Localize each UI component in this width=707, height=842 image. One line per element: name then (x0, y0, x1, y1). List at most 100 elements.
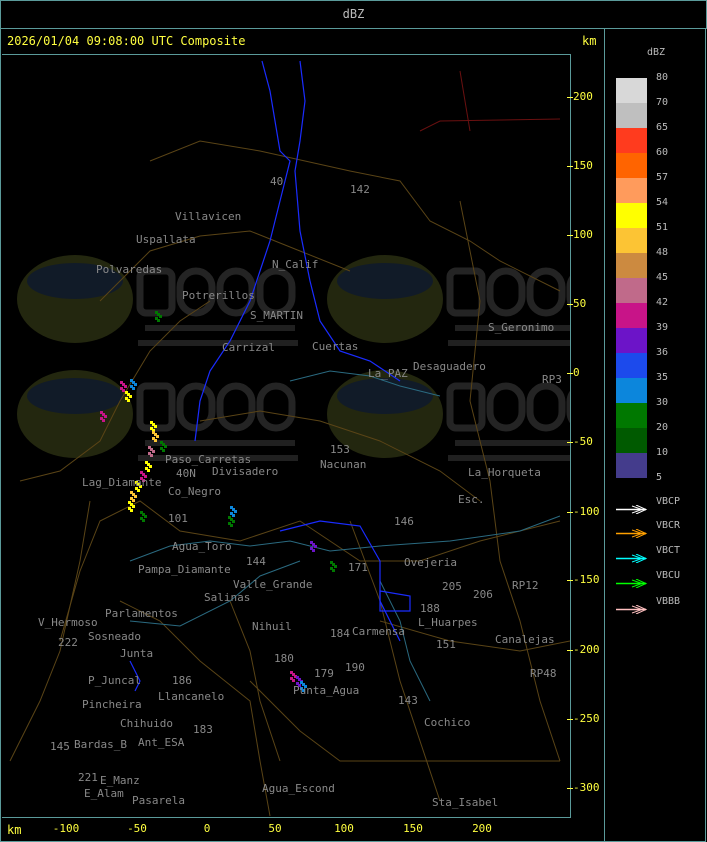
radar-contour (194, 60, 291, 442)
place-label: Agua_Escond (262, 782, 335, 795)
radar-echo (102, 413, 105, 416)
radar-echo (122, 389, 125, 392)
place-label: Nacunan (320, 458, 367, 471)
radar-echo (155, 317, 158, 320)
radar-echo (162, 449, 165, 452)
radar-echo (154, 425, 157, 428)
radar-echo (157, 313, 160, 316)
place-label: 190 (345, 661, 365, 674)
dacc-logo-watermark (17, 255, 298, 346)
x-tick-label: 150 (403, 822, 423, 835)
radar-echo (152, 450, 155, 453)
legend-color-swatch (616, 403, 647, 428)
radar-echo (304, 685, 307, 688)
place-label: Paso_Carretas (165, 453, 252, 466)
road-line (59, 500, 561, 642)
road-line (149, 140, 561, 292)
legend-title: dBZ (647, 47, 666, 58)
place-label: Chihuido (120, 717, 173, 730)
legend-value-label: 80 (656, 72, 669, 83)
dacc-logo-watermark (327, 370, 570, 461)
legend-value-label: 39 (656, 322, 669, 333)
place-label: 145 (50, 740, 70, 753)
dacc-logo-watermark (17, 370, 298, 461)
radar-echo (150, 448, 153, 451)
radar-echo (130, 503, 133, 506)
legend-color-swatch (616, 103, 647, 128)
legend-value-label: 10 (656, 447, 669, 458)
radar-echo (142, 479, 145, 482)
place-label: 221 (78, 771, 98, 784)
radar-echo (132, 505, 135, 508)
radar-echo (148, 446, 151, 449)
radar-echo (152, 423, 155, 426)
radar-map[interactable] (2, 54, 571, 818)
legend-value-label: 54 (656, 197, 669, 208)
radar-echo (292, 679, 295, 682)
road-line (459, 200, 561, 762)
legend-value-label: 30 (656, 397, 669, 408)
place-label: 205 (442, 580, 462, 593)
place-label: Canalejas (495, 633, 555, 646)
place-label: Divisadero (212, 465, 279, 478)
radar-echo (152, 437, 155, 440)
legend-color-swatch (616, 78, 647, 103)
radar-echo (137, 483, 140, 486)
road-line (19, 300, 211, 482)
radar-echo (122, 383, 125, 386)
legend-value-label: 5 (656, 472, 663, 483)
place-label: Sosneado (88, 630, 141, 643)
radar-echo (160, 447, 163, 450)
radar-timestamp-title: 2026/01/04 09:08:00 UTC Composite (7, 34, 246, 48)
legend-color-swatch (616, 378, 647, 403)
place-label: 222 (58, 636, 78, 649)
radar-echo (120, 387, 123, 390)
wind-arrow-icon (616, 599, 648, 615)
place-label: La_PAZ (368, 367, 408, 380)
road-line (9, 500, 91, 762)
radar-echo (230, 512, 233, 515)
place-label: Sta_Isabel (432, 796, 499, 809)
place-label: 180 (274, 652, 294, 665)
wind-arrow-icon (616, 499, 648, 515)
place-label: 188 (420, 602, 440, 615)
top-bar: dBZ (0, 0, 707, 29)
place-label: Bardas_B (74, 738, 127, 751)
y-tick-mark (567, 512, 573, 513)
radar-echo (230, 518, 233, 521)
legend-value-label: 45 (656, 272, 669, 283)
radar-echo (334, 565, 337, 568)
radar-echo (145, 461, 148, 464)
legend-value-label: 51 (656, 222, 669, 233)
dacc-logo-watermark (327, 255, 570, 346)
radar-echo (135, 487, 138, 490)
radar-echo (132, 499, 135, 502)
place-label: Nihuil (252, 620, 292, 633)
place-label: Cuertas (312, 340, 359, 353)
y-tick-mark (567, 166, 573, 167)
legend-color-swatch (616, 278, 647, 303)
border-line (419, 70, 561, 132)
legend-value-label: 36 (656, 347, 669, 358)
place-label: Desaguadero (413, 360, 486, 373)
legend-value-label: 42 (656, 297, 669, 308)
legend-color-swatch (616, 428, 647, 453)
radar-echo (164, 445, 167, 448)
legend-value-label: 65 (656, 122, 669, 133)
radar-echo (160, 441, 163, 444)
x-tick-label: -100 (52, 822, 80, 835)
place-label: Llancanelo (158, 690, 225, 703)
radar-echo (232, 508, 235, 511)
place-label: Parlamentos (105, 607, 178, 620)
x-tick-label: -50 (127, 822, 147, 835)
road-line (349, 520, 441, 802)
place-label: 184 (330, 627, 350, 640)
place-label: Punta_Agua (293, 684, 360, 697)
place-label: 151 (436, 638, 456, 651)
place-label: Pasarela (132, 794, 185, 807)
place-label: N_Calif (272, 258, 319, 271)
river-line (289, 370, 441, 397)
road-line (249, 680, 560, 762)
place-label: Polvaredas (96, 263, 163, 276)
radar-echo (314, 545, 317, 548)
